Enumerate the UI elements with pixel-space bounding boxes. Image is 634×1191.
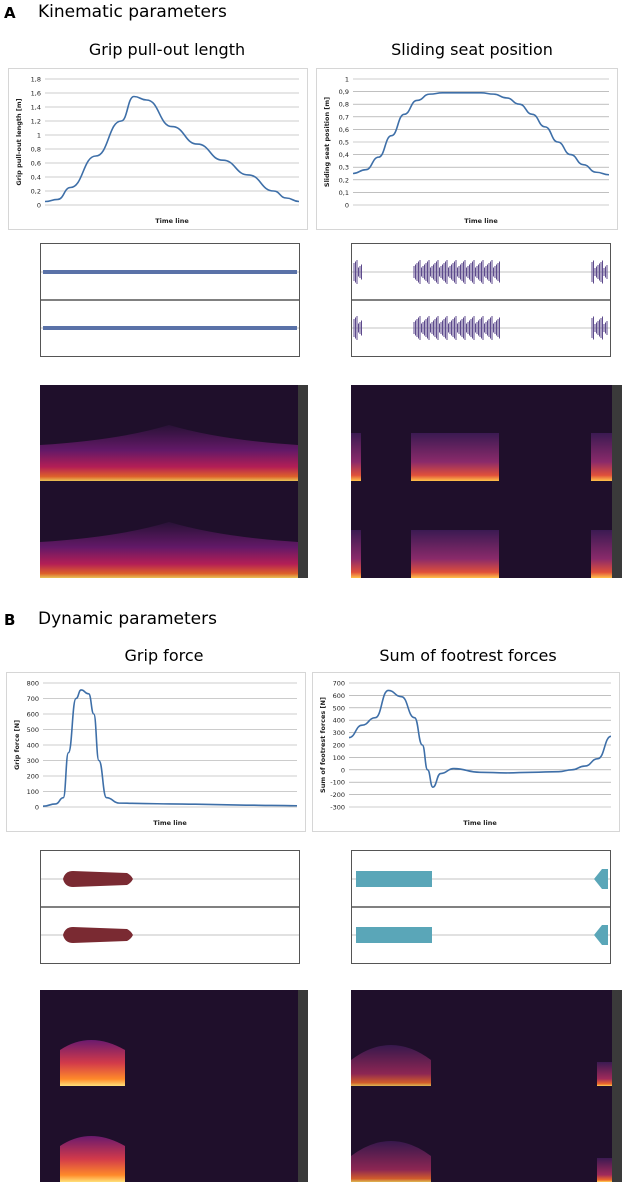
plot-title-grip-pull-out: Grip pull-out length [88,40,246,59]
y-tick-label: 0,2 [339,176,349,184]
y-tick-label: 200 [333,742,345,750]
waveform-grip-force-svg [41,871,299,943]
y-tick-label: -300 [330,804,345,812]
spectrogram-grip-pull-out [40,385,308,578]
chart-grip-pull-out: 0 0,2 0,4 0,6 0,8 1 1,2 1,4 1,6 1,8 Grip pull-out … [8,68,308,230]
y-tick-label: 0,5 [339,139,349,147]
spectrogram-footrest-forces [351,990,622,1182]
x-axis-label: Time line [463,819,497,827]
y-tick-label: 1,8 [31,76,41,84]
waveform-sliding-seat-svg [352,260,610,340]
spectrogram-sliding-seat [351,385,622,578]
series-line [42,689,298,808]
waveform-footrest-forces [351,850,611,964]
waveform-sliding-seat [351,243,611,357]
y-tick-label: 0 [35,804,39,812]
waveform-grip-force [40,850,300,964]
y-tick-label: -100 [330,779,345,787]
section-letter-a: A [4,4,16,22]
spectrogram-grip-force-svg [40,990,308,1182]
y-axis-label: Grip force [N] [13,720,21,770]
y-tick-label: 1 [345,76,349,84]
plot-title-sliding-seat: Sliding seat position [391,40,553,59]
waveform-footrest-forces-svg [352,869,610,945]
y-tick-label: 1,2 [31,118,41,126]
y-tick-label: 800 [27,680,39,688]
y-tick-label: 700 [27,695,39,703]
y-tick-label: 1,6 [31,90,41,98]
y-tick-label: 0 [345,202,349,210]
y-tick-label: 0,8 [31,146,41,154]
spectrogram-grip-pull-out-svg [40,385,308,578]
y-tick-label: -200 [330,791,345,799]
spectrogram-grip-force [40,990,308,1182]
y-tick-label: 100 [27,788,39,796]
y-tick-label: 300 [333,729,345,737]
y-tick-label: 200 [27,773,39,781]
series-line [352,92,610,176]
section-title-dynamic: Dynamic parameters [38,609,217,629]
chart-footrest-forces: -300 -200 -100 0 100 200 300 400 500 600 700 Sum of… [312,672,620,832]
y-tick-label: 0,9 [339,88,349,96]
y-tick-label: 0,8 [339,101,349,109]
y-tick-label: 300 [27,757,39,765]
y-tick-label: 500 [27,726,39,734]
spectrogram-footrest-forces-svg [351,990,622,1182]
chart-grip-force-svg: 0 100 200 300 400 500 600 700 800 Grip force [N] T… [13,680,298,827]
y-axis-label: Sum of footrest forces [N] [319,697,327,793]
chart-grip-pull-out-svg: 0 0,2 0,4 0,6 0,8 1 1,2 1,4 1,6 1,8 Grip pull-out … [15,76,300,225]
y-tick-label: 1 [37,132,41,140]
y-tick-label: 600 [333,692,345,700]
y-tick-label: 0,3 [339,164,349,172]
y-tick-label: 600 [27,711,39,719]
spectrogram-sliding-seat-svg [351,385,622,578]
waveform-grip-pull-out-svg [41,270,299,330]
y-tick-label: 0,7 [339,113,349,121]
x-axis-label: Time line [153,819,187,827]
plot-title-grip-force: Grip force [124,646,204,665]
waveform-grip-pull-out [40,243,300,357]
y-tick-label: 1,4 [31,104,41,112]
chart-sliding-seat: 0 0,1 0,2 0,3 0,4 0,5 0,6 0,7 0,8 0,9 1 Sliding sea… [316,68,618,230]
y-tick-label: 0 [37,202,41,210]
chart-grip-force: 0 100 200 300 400 500 600 700 800 Grip force [N] T… [6,672,306,832]
x-axis-label: Time line [464,217,498,225]
chart-footrest-forces-svg: -300 -200 -100 0 100 200 300 400 500 600 700 Sum of… [319,680,612,827]
section-title-kinematic: Kinematic parameters [38,2,227,22]
y-tick-label: 0,4 [31,174,41,182]
y-tick-label: 0,6 [31,160,41,168]
y-axis-label: Sliding seat position [m] [323,97,331,187]
section-letter-b: B [4,611,16,629]
y-tick-label: 100 [333,754,345,762]
y-tick-label: 0,2 [31,188,41,196]
y-tick-label: 500 [333,704,345,712]
y-tick-label: 0,4 [339,151,349,159]
y-axis-label: Grip pull-out length [m] [15,98,23,185]
series-line [348,689,612,788]
y-tick-label: 700 [333,680,345,688]
plot-title-footrest-forces: Sum of footrest forces [379,646,557,665]
y-tick-label: 0,1 [339,189,349,197]
y-tick-label: 400 [333,717,345,725]
y-tick-label: 0,6 [339,126,349,134]
series-line [44,95,300,203]
chart-sliding-seat-svg: 0 0,1 0,2 0,3 0,4 0,5 0,6 0,7 0,8 0,9 1 Sliding sea… [323,76,610,225]
y-tick-label: 400 [27,742,39,750]
x-axis-label: Time line [155,217,189,225]
y-tick-label: 0 [341,766,345,774]
